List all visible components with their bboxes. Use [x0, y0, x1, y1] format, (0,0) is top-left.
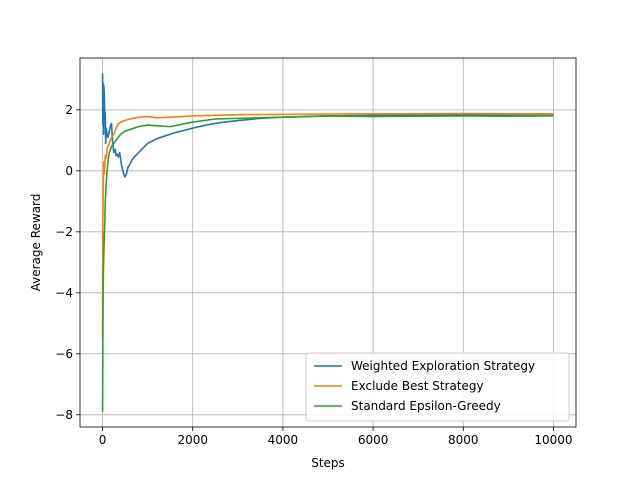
- y-tick-label: −4: [55, 286, 73, 300]
- y-tick-label: 2: [65, 103, 73, 117]
- legend-items: Weighted Exploration Strategy Exclude Bes…: [314, 359, 535, 413]
- grid: [80, 58, 576, 427]
- legend: Weighted Exploration Strategy Exclude Bes…: [305, 352, 570, 422]
- y-tick-label: −8: [55, 408, 73, 422]
- legend-label: Standard Epsilon-Greedy: [351, 399, 501, 413]
- x-tick-label: 0: [99, 433, 107, 447]
- legend-box: [305, 352, 570, 422]
- y-axis-ticks: −8 −6 −4 −2 0 2: [55, 103, 80, 422]
- x-axis-label: Steps: [311, 456, 345, 470]
- plot-frame: [79, 57, 577, 428]
- y-axis-label: Average Reward: [29, 194, 43, 292]
- y-tick-label: 0: [65, 164, 73, 178]
- x-axis-ticks: 0 2000 4000 6000 8000 10000: [99, 427, 573, 447]
- legend-label: Weighted Exploration Strategy: [351, 359, 535, 373]
- x-tick-label: 4000: [268, 433, 299, 447]
- x-tick-label: 10000: [534, 433, 572, 447]
- x-tick-label: 2000: [177, 433, 208, 447]
- x-tick-label: 8000: [448, 433, 479, 447]
- series-line-0: [101, 73, 554, 178]
- x-tick-label: 6000: [358, 433, 389, 447]
- series-line-1: [101, 112, 554, 339]
- y-tick-label: −6: [55, 347, 73, 361]
- series-lines: [101, 73, 554, 412]
- series-line-2: [101, 115, 554, 412]
- legend-label: Exclude Best Strategy: [351, 379, 484, 393]
- y-tick-label: −2: [55, 225, 73, 239]
